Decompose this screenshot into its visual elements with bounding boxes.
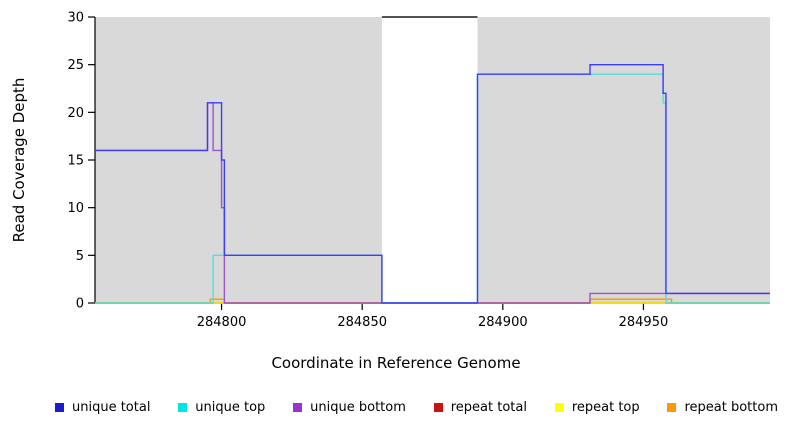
legend-item-unique-total: unique total bbox=[55, 400, 150, 415]
legend-label: repeat total bbox=[450, 400, 527, 415]
shaded-region bbox=[95, 17, 382, 303]
y-axis-label: Read Coverage Depth bbox=[10, 78, 28, 243]
x-tick-label: 284800 bbox=[197, 315, 247, 330]
legend-swatch-icon bbox=[293, 403, 303, 412]
y-tick-label: 10 bbox=[67, 201, 84, 216]
y-tick-label: 30 bbox=[67, 11, 84, 26]
coverage-chart: 284800 284850 284900 284950 0 5 10 15 20 25 30 Rea… bbox=[10, 11, 770, 330]
y-tick-label: 25 bbox=[67, 58, 84, 73]
legend-item-repeat-top: repeat top bbox=[554, 400, 640, 415]
legend-item-unique-bottom: unique bottom bbox=[293, 400, 406, 415]
legend-swatch-icon bbox=[55, 403, 64, 412]
legend-label: unique total bbox=[72, 400, 151, 415]
y-tick-label: 0 bbox=[76, 297, 84, 312]
y-tick-label: 5 bbox=[76, 249, 84, 264]
shaded-region bbox=[477, 17, 770, 303]
legend-swatch-icon bbox=[433, 403, 443, 412]
legend-label: repeat bottom bbox=[684, 400, 778, 415]
legend-label: unique bottom bbox=[310, 400, 406, 415]
y-tick-label: 15 bbox=[67, 154, 84, 169]
legend: unique total unique top unique bottom repea… bbox=[0, 400, 792, 415]
legend-label: repeat top bbox=[571, 400, 640, 415]
chart-background bbox=[95, 16, 770, 303]
x-tick-label: 284950 bbox=[619, 315, 669, 330]
legend-swatch-icon bbox=[554, 403, 564, 412]
x-tick-label: 284900 bbox=[478, 315, 528, 330]
legend-label: unique top bbox=[195, 400, 266, 415]
legend-item-unique-top: unique top bbox=[178, 400, 265, 415]
series-line-unique-total bbox=[95, 63, 770, 304]
legend-swatch-icon bbox=[667, 403, 677, 412]
chart-series bbox=[95, 63, 770, 304]
legend-item-repeat-bottom: repeat bottom bbox=[667, 400, 778, 415]
legend-item-repeat-total: repeat total bbox=[433, 400, 527, 415]
chart-axes: 284800 284850 284900 284950 0 5 10 15 20 25 30 bbox=[67, 11, 770, 330]
x-axis-label: Coordinate in Reference Genome bbox=[271, 354, 521, 372]
legend-swatch-icon bbox=[178, 403, 188, 412]
x-tick-label: 284850 bbox=[337, 315, 387, 330]
y-tick-label: 20 bbox=[67, 106, 84, 121]
